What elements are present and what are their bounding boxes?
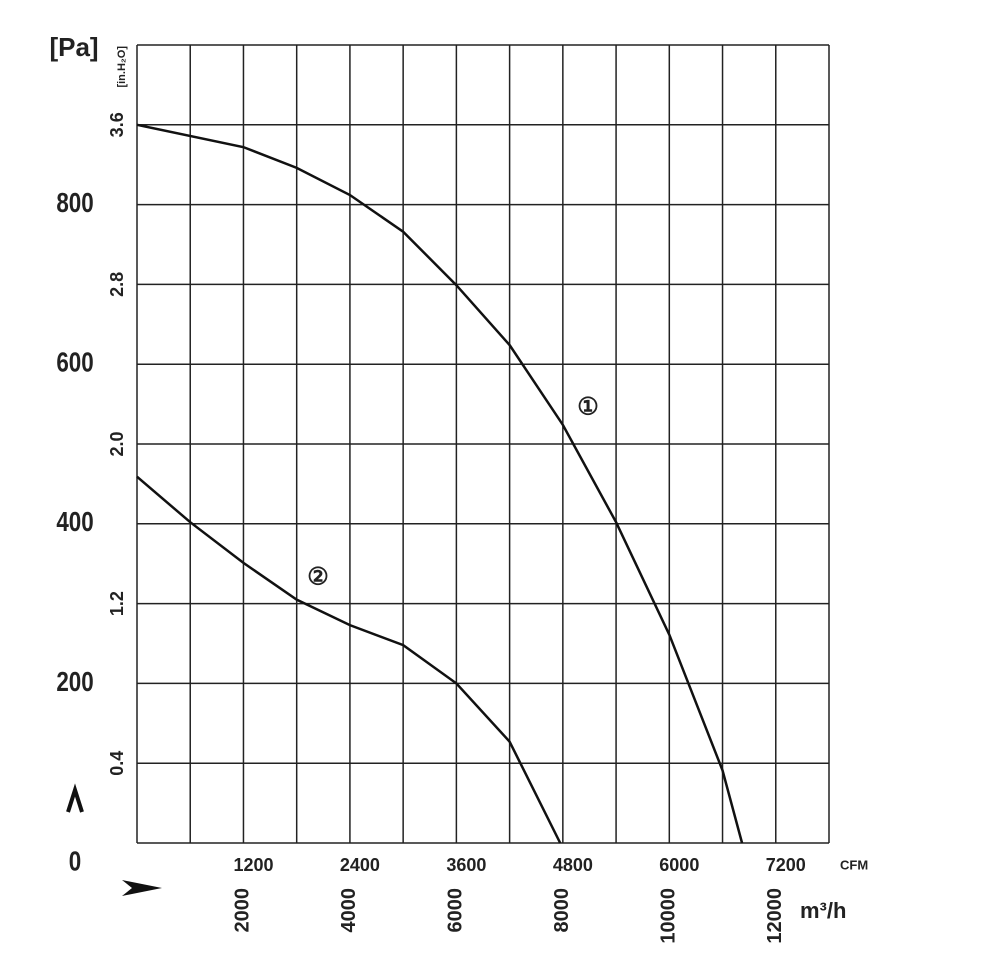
y-axis-label: [Pa] (49, 32, 98, 62)
y2-tick-label: 2.8 (107, 272, 127, 297)
curve (136, 475, 562, 844)
y-tick-label: 200 (56, 667, 93, 698)
right-arrow (122, 880, 162, 896)
x-tick-label: 7200 (766, 855, 806, 875)
x-tick-label: 1200 (233, 855, 273, 875)
y-tick-label: 800 (56, 188, 93, 219)
curve (136, 123, 744, 844)
x2-tick-label: 8000 (551, 888, 573, 933)
curve-label: ① (577, 393, 599, 420)
x2-tick-label: 6000 (445, 888, 467, 933)
x-tick-label: 6000 (659, 855, 699, 875)
y-tick-label: 0 (69, 846, 81, 877)
y2-tick-label: 1.2 (107, 591, 127, 616)
x2-tick-label: 2000 (232, 888, 254, 933)
curve-label: ② (307, 563, 329, 590)
x-tick-label: 2400 (340, 855, 380, 875)
y2-tick-label: 3.6 (107, 112, 127, 137)
y2-tick-label: 0.4 (107, 751, 127, 776)
x-tick-label: 3600 (446, 855, 486, 875)
x-tick-label: 4800 (553, 855, 593, 875)
y2-axis-label: [in.H₂O] (116, 46, 128, 88)
x-axis-unit: CFM (840, 857, 868, 872)
x2-axis-unit: m³/h (800, 898, 846, 923)
y-tick-label: 600 (56, 347, 93, 378)
x2-tick-label: 10000 (658, 888, 680, 944)
x2-tick-label: 4000 (338, 888, 360, 933)
x2-tick-label: 12000 (764, 888, 786, 944)
y2-tick-label: 2.0 (107, 431, 127, 456)
y-tick-label: 400 (56, 507, 93, 538)
up-arrow (66, 783, 84, 813)
